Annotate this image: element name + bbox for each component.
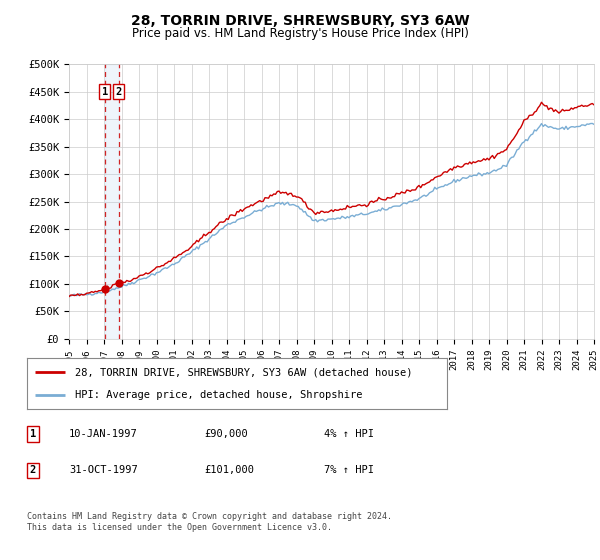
Text: 2: 2 <box>30 465 36 475</box>
Text: Contains HM Land Registry data © Crown copyright and database right 2024.
This d: Contains HM Land Registry data © Crown c… <box>27 512 392 532</box>
Text: 4% ↑ HPI: 4% ↑ HPI <box>324 429 374 439</box>
Bar <box>104 64 119 339</box>
Text: 10-JAN-1997: 10-JAN-1997 <box>69 429 138 439</box>
Text: HPI: Average price, detached house, Shropshire: HPI: Average price, detached house, Shro… <box>76 390 363 400</box>
Text: £101,000: £101,000 <box>204 465 254 475</box>
Text: 28, TORRIN DRIVE, SHREWSBURY, SY3 6AW (detached house): 28, TORRIN DRIVE, SHREWSBURY, SY3 6AW (d… <box>76 367 413 377</box>
Text: 31-OCT-1997: 31-OCT-1997 <box>69 465 138 475</box>
Text: 1: 1 <box>30 429 36 439</box>
Text: 1: 1 <box>101 87 108 97</box>
Text: £90,000: £90,000 <box>204 429 248 439</box>
Text: 28, TORRIN DRIVE, SHREWSBURY, SY3 6AW: 28, TORRIN DRIVE, SHREWSBURY, SY3 6AW <box>131 14 469 28</box>
Text: 2: 2 <box>115 87 122 97</box>
Text: Price paid vs. HM Land Registry's House Price Index (HPI): Price paid vs. HM Land Registry's House … <box>131 27 469 40</box>
Text: 7% ↑ HPI: 7% ↑ HPI <box>324 465 374 475</box>
